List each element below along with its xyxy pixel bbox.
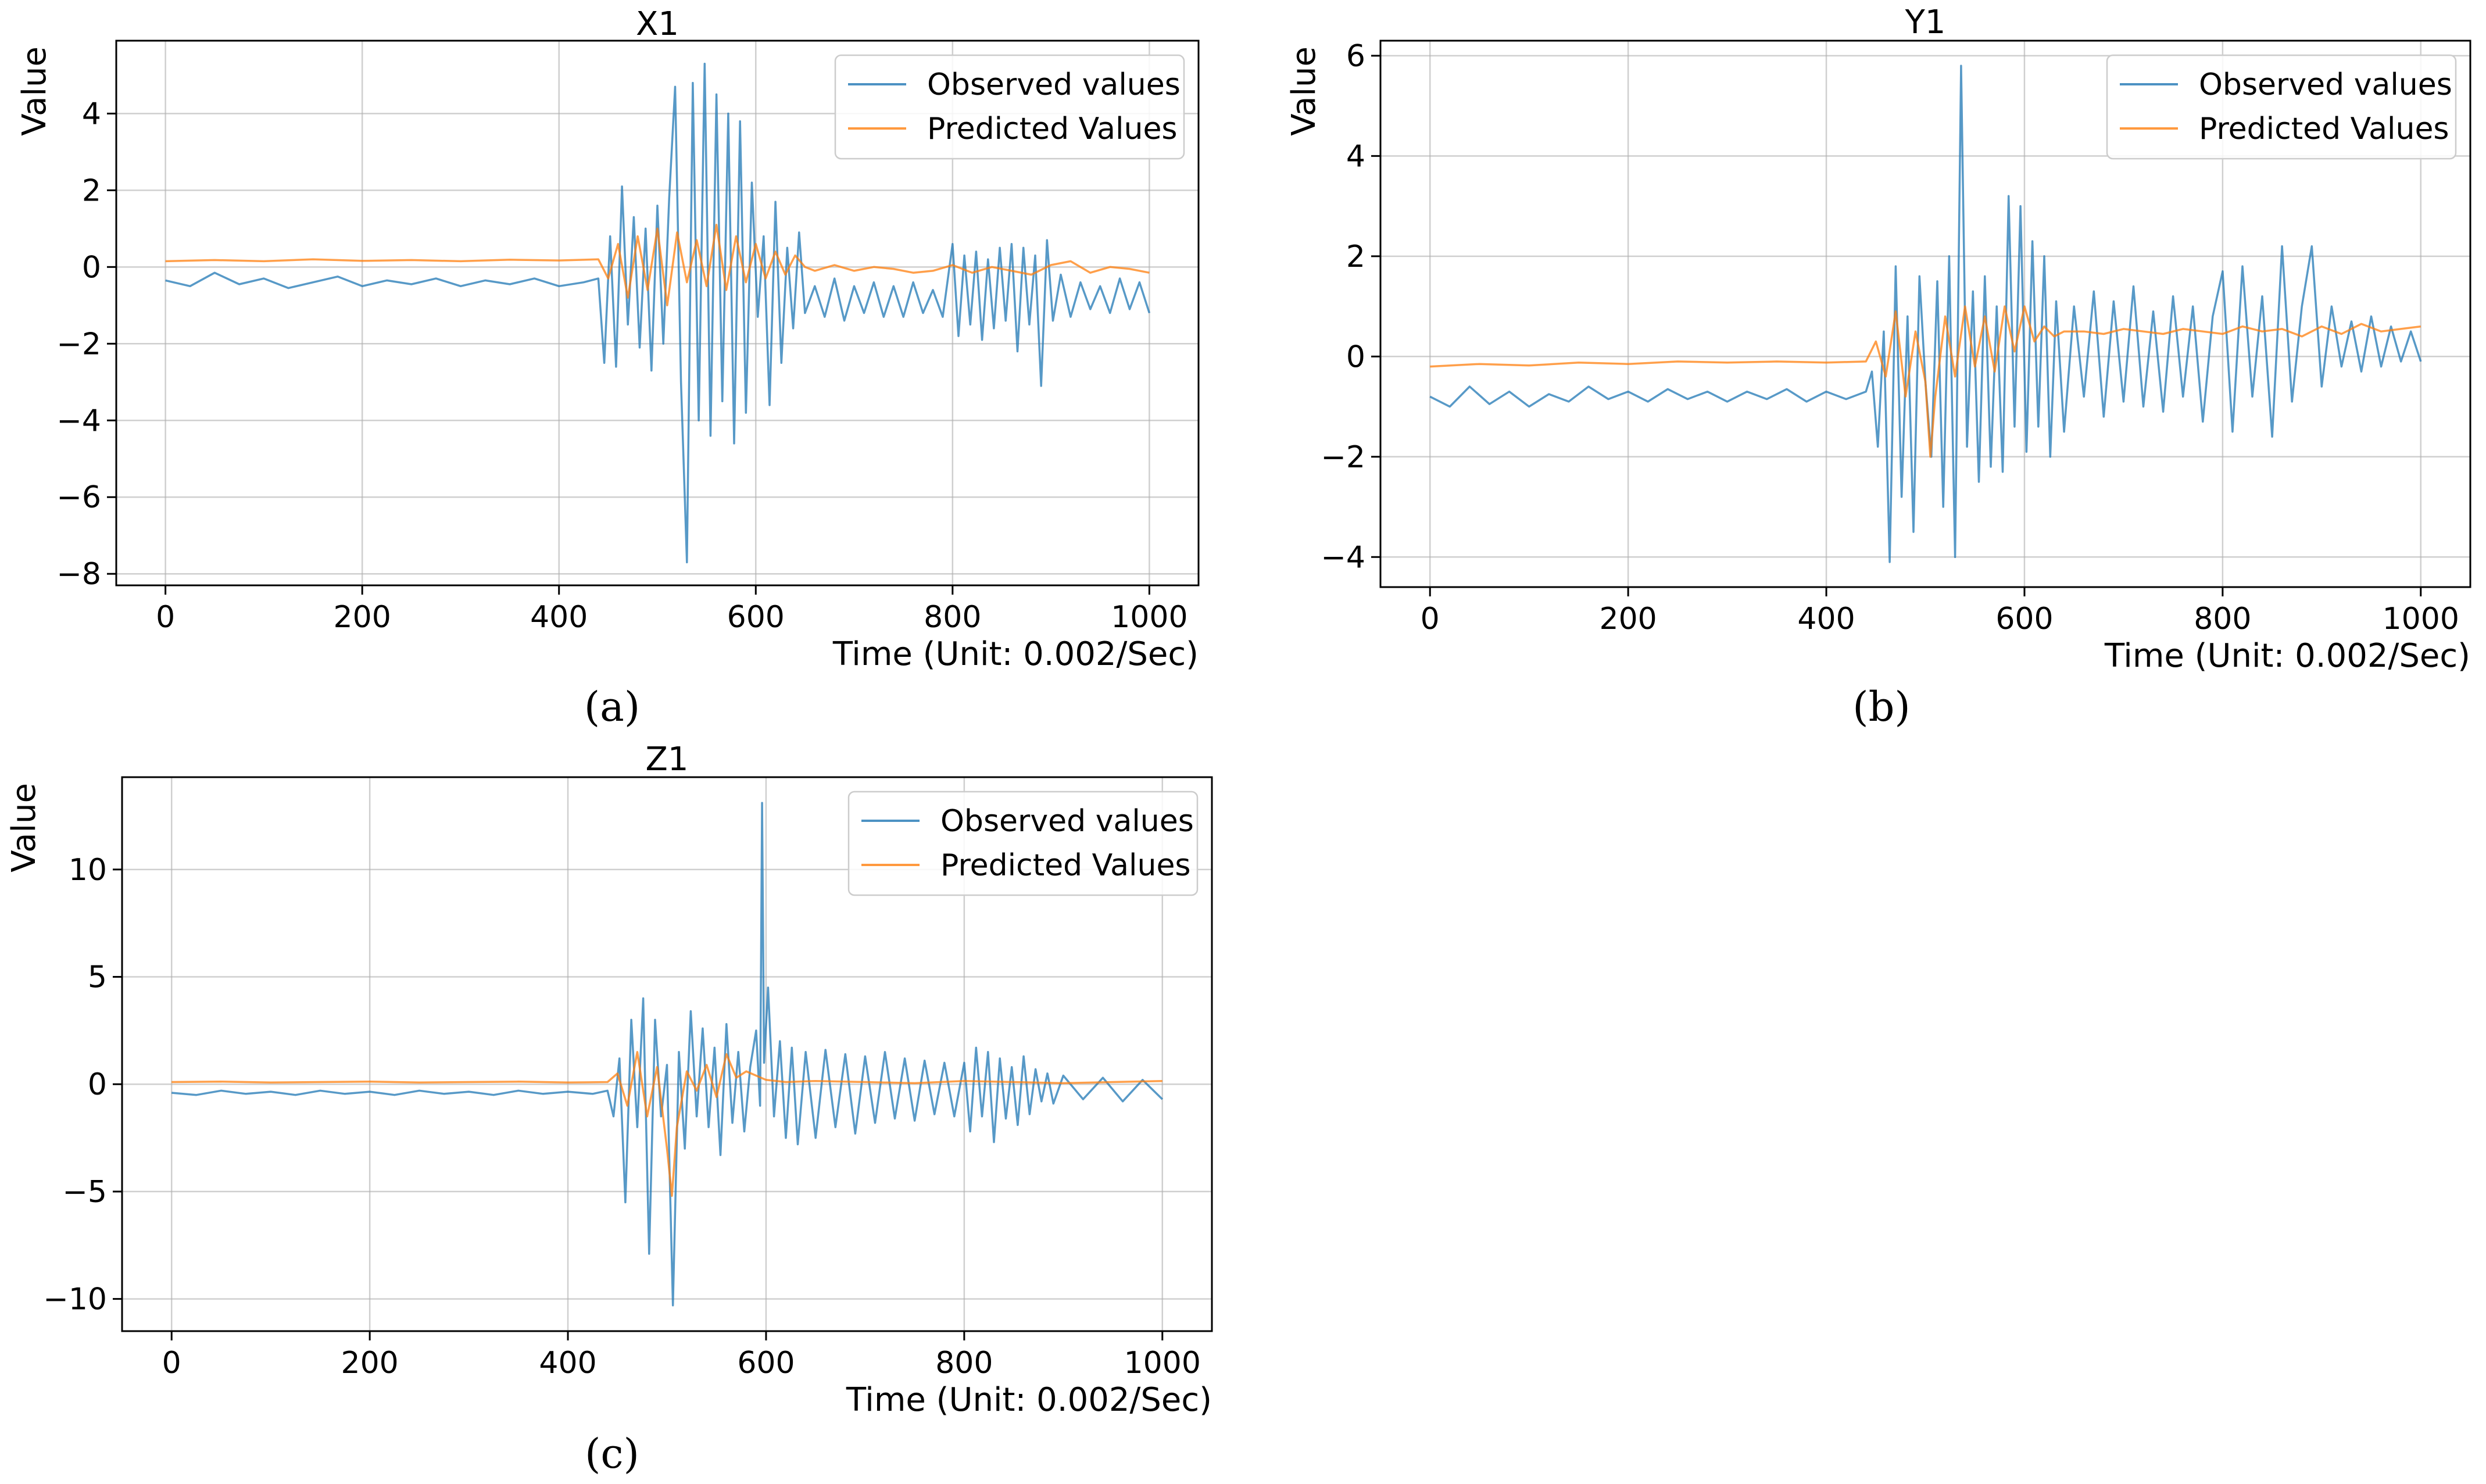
legend: Observed values Predicted Values bbox=[847, 791, 1199, 896]
x-axis-label: Time (Unit: 0.002/Sec) bbox=[832, 635, 1199, 673]
x-axis-label: Time (Unit: 0.002/Sec) bbox=[2104, 637, 2470, 675]
x-tick-label: 800 bbox=[935, 1346, 993, 1381]
y-tick-label: −10 bbox=[43, 1282, 107, 1317]
y-tick-label: 0 bbox=[82, 250, 101, 285]
x-tick-label: 0 bbox=[156, 600, 175, 635]
series-line-predicted bbox=[1430, 305, 2421, 458]
x-tick-label: 200 bbox=[334, 600, 391, 635]
chart-y1: 0 200 400 600 800 1000 −4 −2 0 2 4 6 Y1 Time (Unit: 0… bbox=[1285, 3, 2471, 675]
legend-box bbox=[834, 54, 1185, 160]
panel-label-z1: (c) bbox=[585, 1430, 639, 1478]
y-tick-label: −4 bbox=[56, 403, 101, 438]
y-tick-label: −8 bbox=[56, 557, 101, 592]
x-tick-label: 600 bbox=[1995, 602, 2053, 636]
x-tick-label: 400 bbox=[1797, 602, 1855, 636]
x-tick-label: 800 bbox=[2194, 602, 2251, 636]
x-tick-label: 1000 bbox=[1124, 1346, 1201, 1381]
y-tick-label: 6 bbox=[1346, 39, 1365, 74]
x-tick-label: 1000 bbox=[1111, 600, 1187, 635]
y-tick-label: −2 bbox=[1321, 440, 1365, 475]
y-axis-label: Value bbox=[5, 783, 43, 872]
x-tick-label: 600 bbox=[727, 600, 785, 635]
x-tick-label: 0 bbox=[162, 1346, 181, 1381]
chart-title: Z1 bbox=[646, 741, 689, 778]
y-tick-label: −2 bbox=[56, 327, 101, 362]
legend: Observed values Predicted Values bbox=[2106, 54, 2457, 160]
chart-x1: 0 200 400 600 800 1000 −8 −6 −4 −2 0 2 4 X1 Time (Unit… bbox=[16, 5, 1200, 673]
legend-label-predicted: Predicted Values bbox=[940, 848, 1191, 883]
legend-box bbox=[847, 791, 1199, 896]
x-tick-label: 200 bbox=[341, 1346, 399, 1381]
legend-label-observed: Observed values bbox=[2199, 67, 2452, 102]
series-line-observed bbox=[165, 62, 1151, 564]
x-tick-label: 0 bbox=[1421, 602, 1440, 636]
chart-title: X1 bbox=[636, 5, 679, 43]
x-tick-label: 400 bbox=[539, 1346, 596, 1381]
y-tick-label: 10 bbox=[69, 853, 107, 888]
chart-title: Y1 bbox=[1905, 3, 1946, 41]
x-tick-label: 200 bbox=[1600, 602, 1657, 636]
y-axis-label: Value bbox=[16, 47, 53, 136]
y-tick-label: −6 bbox=[56, 480, 101, 515]
y-tick-label: 4 bbox=[82, 96, 101, 131]
series-line-observed bbox=[1429, 65, 2422, 563]
x-tick-label: 400 bbox=[530, 600, 588, 635]
y-axis-label: Value bbox=[1285, 47, 1323, 136]
legend-label-observed: Observed values bbox=[940, 804, 1194, 839]
panel-label-x1: (a) bbox=[584, 683, 640, 731]
plot-frame bbox=[1379, 40, 2471, 588]
y-tick-label: −4 bbox=[1321, 540, 1365, 575]
x-axis-label: Time (Unit: 0.002/Sec) bbox=[846, 1381, 1212, 1419]
plot-frame bbox=[115, 40, 1200, 587]
series-line-observed bbox=[171, 802, 1164, 1307]
legend-label-predicted: Predicted Values bbox=[927, 112, 1178, 146]
y-tick-label: −5 bbox=[62, 1175, 107, 1210]
y-tick-label: 0 bbox=[1346, 339, 1365, 374]
x-tick-label: 600 bbox=[737, 1346, 795, 1381]
x-tick-label: 1000 bbox=[2383, 602, 2459, 636]
chart-z1: 0 200 400 600 800 1000 −10 −5 0 5 10 Z1 Time (Unit: … bbox=[5, 741, 1213, 1419]
y-tick-label: 2 bbox=[82, 173, 101, 208]
x-tick-label: 800 bbox=[924, 600, 981, 635]
y-tick-label: 4 bbox=[1346, 139, 1365, 174]
plot-frame bbox=[121, 776, 1213, 1332]
panel-label-y1: (b) bbox=[1852, 683, 1910, 731]
y-tick-label: 5 bbox=[88, 960, 107, 995]
legend-label-observed: Observed values bbox=[927, 67, 1181, 102]
series-line-predicted bbox=[165, 223, 1150, 307]
series-line-predicted bbox=[171, 1051, 1162, 1197]
y-tick-label: 2 bbox=[1346, 239, 1365, 274]
legend-label-predicted: Predicted Values bbox=[2199, 112, 2449, 146]
legend-box bbox=[2106, 54, 2457, 160]
legend: Observed values Predicted Values bbox=[834, 54, 1185, 160]
y-tick-label: 0 bbox=[88, 1067, 107, 1102]
